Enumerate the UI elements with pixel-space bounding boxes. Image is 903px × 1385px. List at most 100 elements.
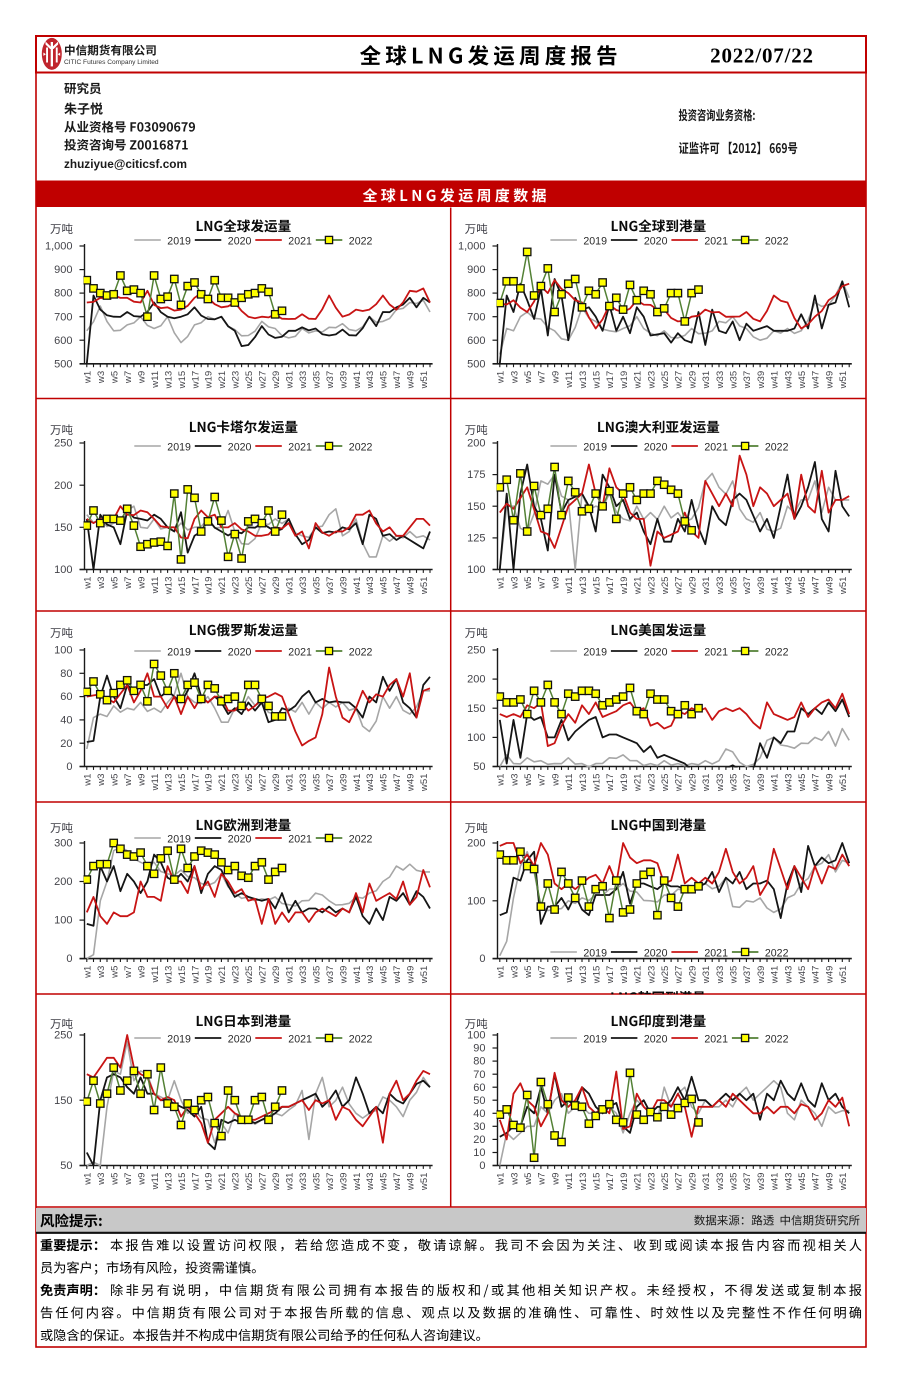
svg-text:2021: 2021	[288, 834, 312, 846]
svg-text:w47: w47	[811, 371, 822, 390]
svg-text:w9: w9	[136, 371, 147, 384]
svg-text:2019: 2019	[167, 1034, 191, 1046]
svg-text:w51: w51	[838, 966, 849, 985]
svg-text:2022: 2022	[765, 236, 789, 248]
svg-text:w41: w41	[352, 774, 363, 793]
svg-text:2020: 2020	[228, 834, 252, 846]
svg-text:20: 20	[473, 1134, 485, 1146]
svg-text:2021: 2021	[288, 442, 312, 454]
svg-text:w23: w23	[231, 1173, 242, 1192]
svg-text:w19: w19	[204, 577, 215, 596]
svg-text:w17: w17	[190, 966, 201, 985]
svg-text:w31: w31	[285, 1173, 296, 1192]
svg-text:w9: w9	[550, 371, 561, 384]
svg-text:100: 100	[467, 732, 485, 744]
svg-text:w21: w21	[633, 774, 644, 793]
svg-text:w9: w9	[550, 966, 561, 979]
svg-text:w5: w5	[523, 774, 534, 787]
svg-text:w45: w45	[797, 371, 808, 390]
svg-text:2021: 2021	[288, 1034, 312, 1046]
svg-text:w23: w23	[646, 577, 657, 596]
svg-text:w33: w33	[715, 774, 726, 793]
svg-text:w47: w47	[811, 966, 822, 985]
svg-text:w41: w41	[770, 774, 781, 793]
svg-text:w33: w33	[715, 1173, 726, 1192]
svg-text:w15: w15	[177, 1173, 188, 1192]
svg-text:2021: 2021	[288, 647, 312, 659]
svg-text:w1: w1	[83, 371, 94, 384]
svg-text:100: 100	[54, 915, 72, 927]
svg-text:w1: w1	[83, 1173, 94, 1186]
svg-text:w23: w23	[231, 774, 242, 793]
svg-text:500: 500	[467, 358, 485, 370]
svg-text:0: 0	[66, 761, 72, 773]
svg-text:w23: w23	[646, 1173, 657, 1192]
svg-text:20: 20	[60, 738, 72, 750]
svg-text:w7: w7	[537, 1173, 548, 1186]
svg-text:1,000: 1,000	[458, 241, 486, 253]
svg-text:w47: w47	[392, 774, 403, 793]
svg-text:w27: w27	[674, 966, 685, 985]
svg-text:2022: 2022	[765, 948, 789, 960]
svg-text:w27: w27	[258, 774, 269, 793]
svg-text:w21: w21	[633, 1173, 644, 1192]
svg-text:40: 40	[473, 1108, 485, 1120]
svg-text:w51: w51	[838, 577, 849, 596]
svg-text:w9: w9	[550, 577, 561, 590]
svg-text:w39: w39	[756, 774, 767, 793]
svg-text:800: 800	[467, 288, 485, 300]
svg-text:w21: w21	[217, 1173, 228, 1192]
svg-text:w43: w43	[365, 577, 376, 596]
svg-text:100: 100	[467, 1030, 485, 1042]
svg-text:w35: w35	[729, 774, 740, 793]
svg-text:w25: w25	[244, 1173, 255, 1192]
svg-text:2019: 2019	[167, 236, 191, 248]
svg-text:w29: w29	[687, 371, 698, 390]
svg-text:900: 900	[467, 264, 485, 276]
svg-text:w19: w19	[619, 371, 630, 390]
svg-text:w5: w5	[523, 966, 534, 979]
svg-text:w43: w43	[783, 577, 794, 596]
svg-text:w51: w51	[838, 774, 849, 793]
svg-text:w47: w47	[392, 371, 403, 390]
svg-text:w7: w7	[537, 774, 548, 787]
svg-text:w3: w3	[96, 966, 107, 979]
svg-text:w25: w25	[660, 577, 671, 596]
svg-text:w41: w41	[352, 966, 363, 985]
svg-text:w9: w9	[550, 774, 561, 787]
svg-text:w45: w45	[379, 966, 390, 985]
svg-text:2020: 2020	[228, 647, 252, 659]
svg-text:100: 100	[467, 564, 485, 576]
svg-text:2021: 2021	[288, 236, 312, 248]
svg-text:w47: w47	[811, 1173, 822, 1192]
svg-text:w41: w41	[770, 577, 781, 596]
svg-text:w3: w3	[96, 1173, 107, 1186]
svg-text:w31: w31	[285, 774, 296, 793]
svg-text:w17: w17	[190, 371, 201, 390]
svg-text:0: 0	[479, 1160, 485, 1172]
svg-text:80: 80	[60, 668, 72, 680]
svg-text:CITIC Futures Company Limited: CITIC Futures Company Limited	[64, 59, 159, 66]
svg-text:w47: w47	[392, 577, 403, 596]
svg-text:w31: w31	[285, 371, 296, 390]
svg-text:2019: 2019	[167, 834, 191, 846]
svg-text:w3: w3	[96, 577, 107, 590]
svg-text:w15: w15	[177, 774, 188, 793]
svg-text:w49: w49	[824, 371, 835, 390]
svg-text:2022: 2022	[349, 647, 373, 659]
svg-text:2022: 2022	[765, 1034, 789, 1046]
svg-text:w7: w7	[123, 774, 134, 787]
svg-text:500: 500	[54, 358, 72, 370]
svg-text:2020: 2020	[228, 1034, 252, 1046]
svg-text:w19: w19	[619, 774, 630, 793]
svg-text:w37: w37	[325, 577, 336, 596]
svg-text:w1: w1	[496, 1173, 507, 1186]
svg-text:w25: w25	[660, 1173, 671, 1192]
svg-text:1,000: 1,000	[45, 241, 73, 253]
svg-text:0: 0	[479, 953, 485, 965]
svg-text:w29: w29	[271, 1173, 282, 1192]
svg-text:2021: 2021	[704, 236, 728, 248]
svg-text:w21: w21	[217, 966, 228, 985]
svg-text:w25: w25	[244, 966, 255, 985]
svg-text:w43: w43	[365, 371, 376, 390]
